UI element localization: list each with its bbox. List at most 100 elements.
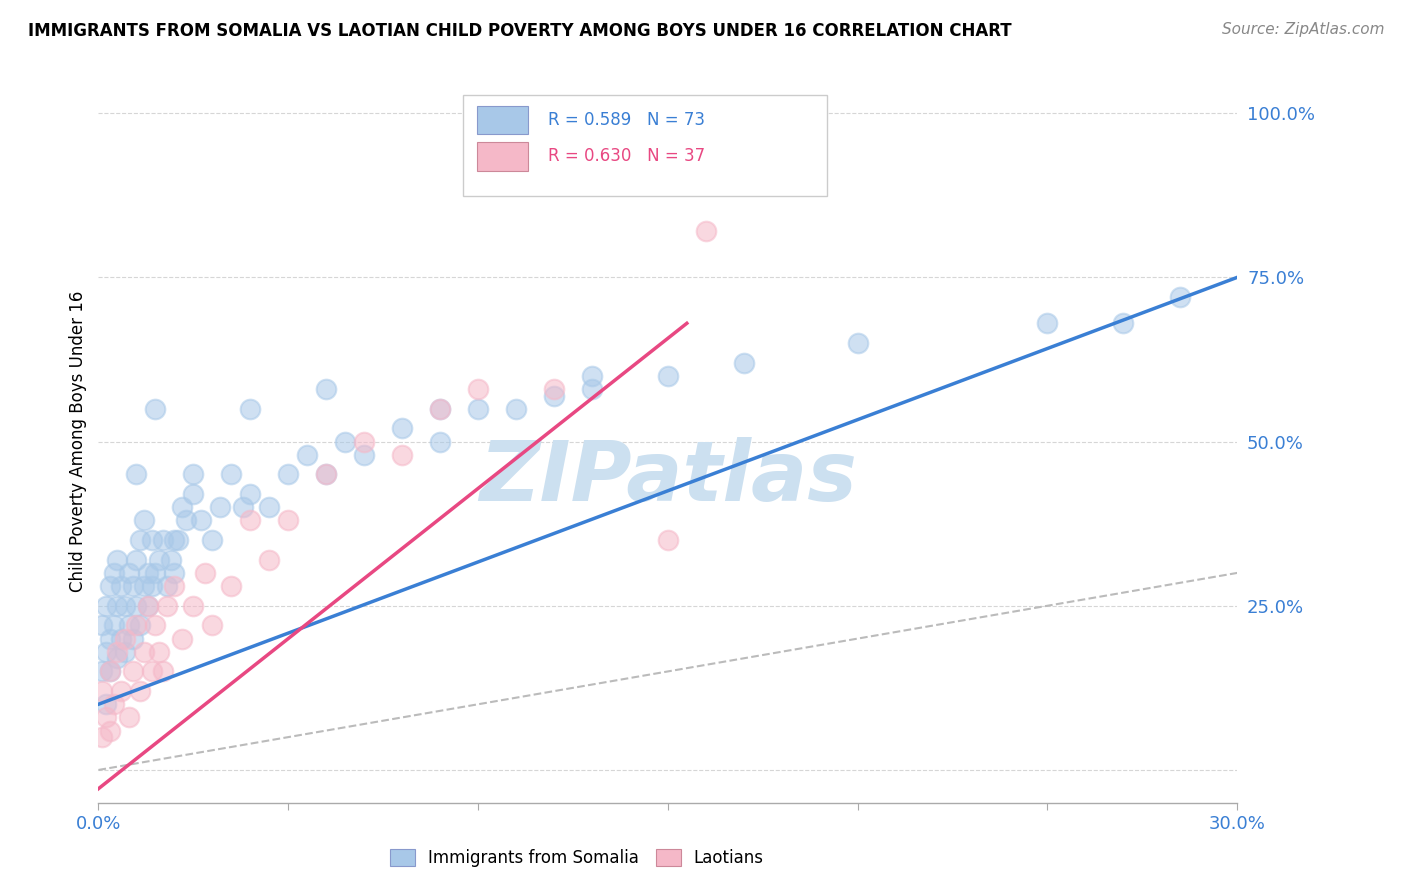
Point <box>163 533 186 547</box>
Point <box>132 645 155 659</box>
Point <box>94 698 117 712</box>
Point <box>136 599 159 613</box>
Point <box>129 533 152 547</box>
Point <box>121 579 143 593</box>
Point <box>170 632 193 646</box>
Point <box>183 599 205 613</box>
Point <box>118 566 141 580</box>
Legend: Immigrants from Somalia, Laotians: Immigrants from Somalia, Laotians <box>389 848 763 867</box>
Point <box>159 553 181 567</box>
Point <box>136 566 159 580</box>
Point <box>121 665 143 679</box>
Point <box>429 434 451 449</box>
Point <box>91 618 114 632</box>
Point <box>163 579 186 593</box>
Point <box>118 710 141 724</box>
Point <box>335 434 357 449</box>
Point <box>657 368 679 383</box>
Point <box>136 599 159 613</box>
Point <box>91 730 114 744</box>
Text: ZIPatlas: ZIPatlas <box>479 437 856 518</box>
Point <box>194 566 217 580</box>
Point <box>170 500 193 515</box>
Point <box>167 533 190 547</box>
Point <box>239 487 262 501</box>
Point <box>107 553 129 567</box>
Point <box>467 401 489 416</box>
Point <box>315 382 337 396</box>
Point <box>145 401 167 416</box>
Point <box>174 513 197 527</box>
Point <box>315 467 337 482</box>
Point <box>98 579 121 593</box>
Point <box>125 618 148 632</box>
Point <box>98 665 121 679</box>
Point <box>239 513 262 527</box>
Point <box>1036 316 1059 330</box>
Point <box>103 566 125 580</box>
Point <box>107 645 129 659</box>
FancyBboxPatch shape <box>477 105 527 135</box>
Point <box>163 566 186 580</box>
Point <box>543 382 565 396</box>
Point <box>505 401 527 416</box>
Point <box>190 513 212 527</box>
Point <box>145 618 167 632</box>
Point <box>103 698 125 712</box>
Point <box>152 665 174 679</box>
Point <box>125 599 148 613</box>
Point <box>183 487 205 501</box>
Point <box>107 651 129 665</box>
Point <box>98 723 121 738</box>
Point <box>114 599 136 613</box>
Point <box>114 632 136 646</box>
Point <box>259 553 281 567</box>
Point <box>239 401 262 416</box>
Point <box>141 533 163 547</box>
Point <box>581 368 603 383</box>
Point <box>148 553 170 567</box>
Text: IMMIGRANTS FROM SOMALIA VS LAOTIAN CHILD POVERTY AMONG BOYS UNDER 16 CORRELATION: IMMIGRANTS FROM SOMALIA VS LAOTIAN CHILD… <box>28 22 1012 40</box>
Point <box>467 382 489 396</box>
Point <box>145 566 167 580</box>
FancyBboxPatch shape <box>463 95 827 196</box>
Point <box>98 632 121 646</box>
Point <box>581 382 603 396</box>
Point <box>94 710 117 724</box>
Point <box>391 421 413 435</box>
Point <box>125 553 148 567</box>
Point <box>91 665 114 679</box>
Point <box>695 224 717 238</box>
Point <box>733 356 755 370</box>
Point <box>221 579 243 593</box>
Point <box>259 500 281 515</box>
Point <box>846 336 869 351</box>
Point <box>129 618 152 632</box>
Point <box>141 665 163 679</box>
Point <box>110 579 132 593</box>
Point <box>208 500 231 515</box>
Point <box>353 448 375 462</box>
Point <box>183 467 205 482</box>
Point <box>277 513 299 527</box>
Point <box>121 632 143 646</box>
Point <box>148 645 170 659</box>
Point <box>201 533 224 547</box>
Point <box>1112 316 1135 330</box>
Text: R = 0.589   N = 73: R = 0.589 N = 73 <box>548 111 706 129</box>
Point <box>221 467 243 482</box>
Point <box>1170 290 1192 304</box>
Point <box>201 618 224 632</box>
Point <box>110 684 132 698</box>
Point <box>125 467 148 482</box>
Point <box>94 599 117 613</box>
Point <box>429 401 451 416</box>
Point <box>129 684 152 698</box>
Point <box>110 632 132 646</box>
Text: Source: ZipAtlas.com: Source: ZipAtlas.com <box>1222 22 1385 37</box>
Point <box>315 467 337 482</box>
Point <box>132 579 155 593</box>
Point <box>353 434 375 449</box>
FancyBboxPatch shape <box>477 142 527 170</box>
Point <box>391 448 413 462</box>
